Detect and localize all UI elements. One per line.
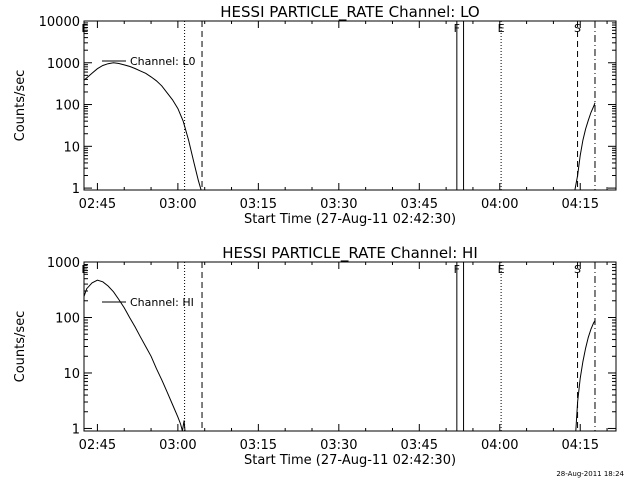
x-tick-label: 03:30 [320, 438, 357, 453]
y-tick-label: 1000 [47, 57, 80, 72]
y-tick-label: 10000 [39, 15, 80, 30]
y-tick-label: 1 [72, 182, 80, 197]
chart-title: HESSI PARTICLE_RATE Channel: LO [220, 3, 479, 22]
marker-label: F [454, 22, 460, 35]
footer-timestamp: 28-Aug-2011 18:24 [556, 470, 624, 478]
series-line [83, 62, 202, 191]
x-tick-label: 03:45 [401, 197, 438, 212]
y-tick-label: 10 [63, 140, 80, 155]
chart-panel-1: HESSI PARTICLE_RATE Channel: LO 02:45 03:0… [13, 3, 617, 227]
marker-label: S [574, 22, 581, 35]
y-tick-label: 1000 [47, 256, 80, 271]
x-tick-label: 04:15 [562, 438, 599, 453]
plot-frame [83, 261, 617, 432]
x-tick-label: 03:00 [159, 438, 196, 453]
x-tick-label: 04:00 [481, 438, 518, 453]
plot-frame [83, 20, 617, 191]
series-line [83, 279, 186, 432]
marker-label: E [81, 263, 88, 276]
x-tick-label: 04:15 [562, 197, 599, 212]
x-axis-label: Start Time (27-Aug-11 02:42:30) [244, 212, 456, 227]
x-tick-label: 02:45 [79, 438, 116, 453]
marker-label: F [454, 263, 460, 276]
x-tick-label: 03:15 [240, 438, 277, 453]
y-tick-label: 1 [72, 422, 80, 437]
series-line [574, 102, 596, 191]
legend-label: Channel: HI [130, 296, 194, 309]
x-tick-label: 04:00 [481, 197, 518, 212]
y-tick-label: 100 [55, 99, 80, 114]
marker-label: E [498, 263, 505, 276]
chart-title: HESSI PARTICLE_RATE Channel: HI [222, 244, 478, 263]
x-tick-label: 03:00 [159, 197, 196, 212]
x-tick-label: 03:15 [240, 197, 277, 212]
series-line [575, 320, 596, 432]
x-tick-label: 03:45 [401, 438, 438, 453]
x-axis-label: Start Time (27-Aug-11 02:42:30) [244, 453, 456, 468]
x-tick-label: 02:45 [79, 197, 116, 212]
y-tick-label: 10 [63, 367, 80, 382]
marker-label: S [574, 263, 581, 276]
x-tick-label: 03:30 [320, 197, 357, 212]
marker-label: E [81, 22, 88, 35]
legend-label: Channel: L0 [130, 55, 196, 68]
marker-label: E [498, 22, 505, 35]
chart-panel-2: HESSI PARTICLE_RATE Channel: HI 02:45 03:0… [13, 244, 617, 468]
y-tick-label: 100 [55, 311, 80, 326]
y-axis-label: Counts/sec [13, 311, 28, 383]
y-axis-label: Counts/sec [13, 70, 28, 142]
